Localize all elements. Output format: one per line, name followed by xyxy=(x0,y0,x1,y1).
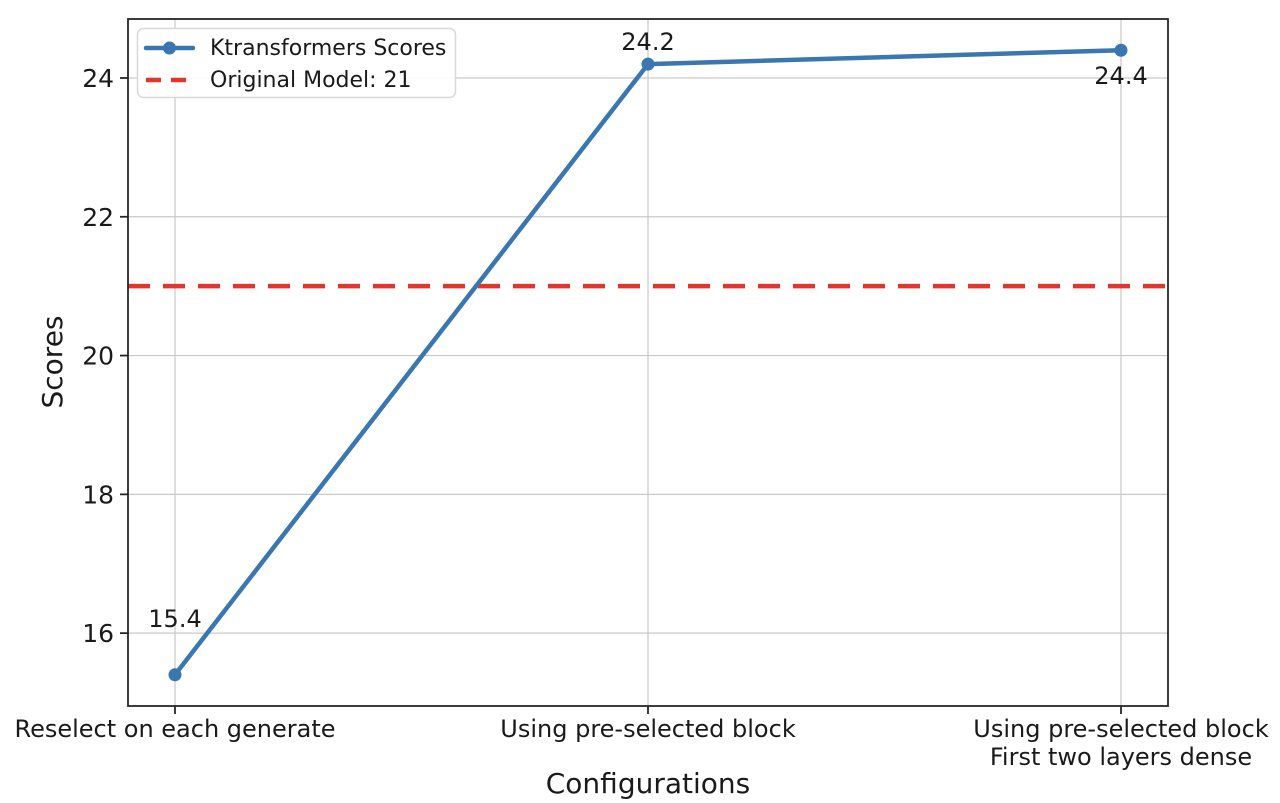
x-tick-label: Using pre-selected block xyxy=(973,715,1269,743)
point-label: 24.4 xyxy=(1094,62,1147,90)
y-tick-label: 20 xyxy=(82,342,114,371)
x-tick-label: First two layers dense xyxy=(990,743,1252,771)
legend-series-label: Ktransformers Scores xyxy=(210,36,446,61)
x-tick-label: Using pre-selected block xyxy=(500,715,796,743)
legend-series-marker-icon xyxy=(163,41,176,55)
point-label: 15.4 xyxy=(148,605,201,633)
y-axis-label: Scores xyxy=(36,315,69,408)
x-tick-label: Reselect on each generate xyxy=(14,715,335,743)
legend: Ktransformers Scores Original Model: 21 xyxy=(136,27,457,99)
data-point-marker xyxy=(168,668,182,682)
point-label: 24.2 xyxy=(621,28,674,56)
y-tick-label: 22 xyxy=(82,203,114,232)
y-tick-label: 24 xyxy=(82,64,114,93)
legend-item-reference: Original Model: 21 xyxy=(146,68,412,93)
x-axis-label: Configurations xyxy=(546,767,750,800)
data-point-marker xyxy=(641,57,655,71)
legend-reference-label: Original Model: 21 xyxy=(210,68,412,93)
data-point-marker xyxy=(1114,43,1128,57)
legend-box xyxy=(136,27,457,99)
plot-area: 16 18 20 22 24 Reselect on each generate Using… xyxy=(14,18,1269,771)
y-tick-label: 16 xyxy=(82,619,114,648)
y-tick-label: 18 xyxy=(82,480,114,509)
legend-item-series: Ktransformers Scores xyxy=(143,36,446,61)
